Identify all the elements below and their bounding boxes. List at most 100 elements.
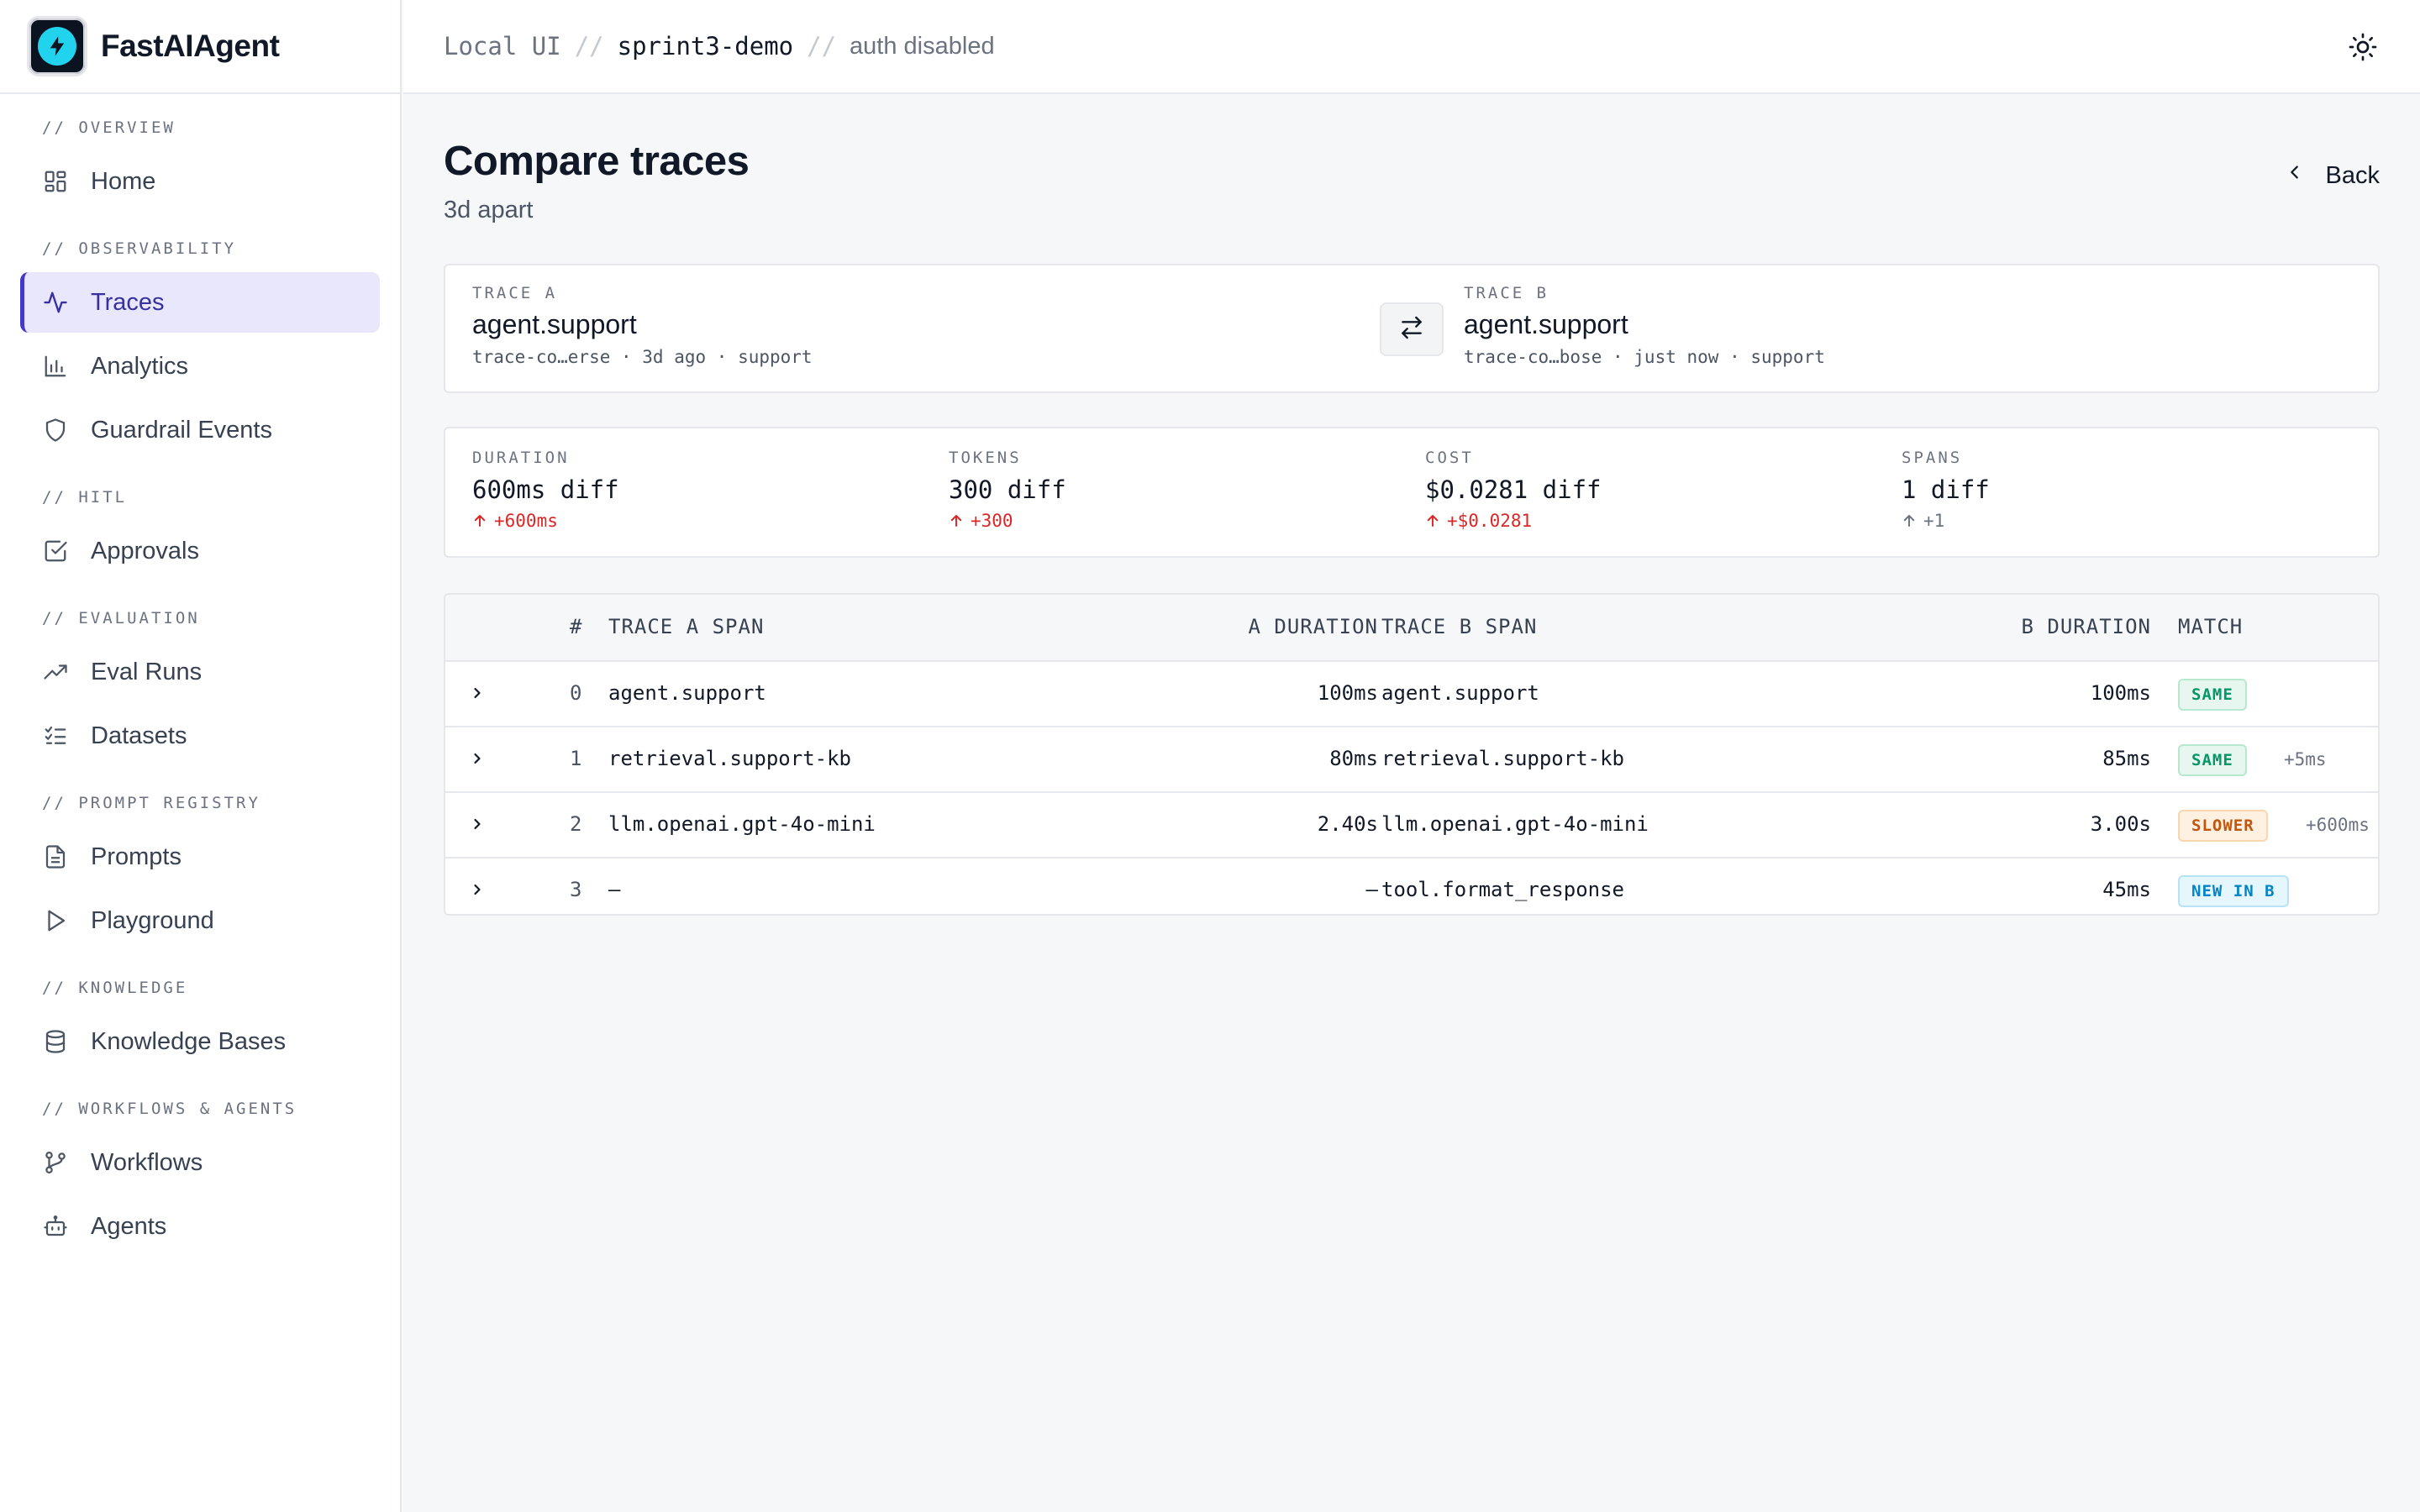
stat-delta-value: +$0.0281 <box>1447 511 1533 531</box>
column-header-b-duration[interactable]: B DURATION <box>2021 615 2151 638</box>
chevron-right-icon[interactable] <box>469 811 489 837</box>
nav-section-hitl: // HITL Approvals <box>20 486 380 581</box>
sidebar-item-prompts[interactable]: Prompts <box>20 827 380 887</box>
nav-section-label: // HITL <box>42 488 128 507</box>
nav-section-label: // OVERVIEW <box>42 118 176 137</box>
swap-traces-button[interactable] <box>1380 302 1444 356</box>
table-row[interactable]: 3 — — tool.format_response 45ms NEW IN B <box>445 858 2378 914</box>
brand[interactable]: FastAIAgent <box>0 0 400 94</box>
span-compare-table: # TRACE A SPAN A DURATION TRACE B SPAN B… <box>444 593 2380 916</box>
sidebar-item-knowledge-bases[interactable]: Knowledge Bases <box>20 1011 380 1072</box>
match-badge: NEW IN B <box>2178 875 2289 907</box>
chevron-right-icon[interactable] <box>469 680 489 706</box>
sidebar-item-guardrail-events[interactable]: Guardrail Events <box>20 400 380 460</box>
stat-delta-value: +1 <box>1923 511 1945 531</box>
a-duration: 100ms <box>1317 681 1378 705</box>
nav-section-label: // EVALUATION <box>42 609 200 627</box>
shield-icon <box>42 417 69 444</box>
sidebar-item-label: Workflows <box>91 1148 203 1176</box>
stat-delta-value: +300 <box>971 511 1013 531</box>
sidebar-item-playground[interactable]: Playground <box>20 890 380 951</box>
column-header-match[interactable]: MATCH <box>2178 615 2244 638</box>
trace-b-summary: TRACE B agent.support trace-co…bose · ju… <box>1464 284 1825 367</box>
b-duration: 85ms <box>2102 747 2151 770</box>
diff-stats-card: DURATION 600ms diff +600ms TOKENS 300 di… <box>444 427 2380 558</box>
trace-a-summary: TRACE A agent.support trace-co…erse · 3d… <box>472 284 813 367</box>
duration-diff: +5ms <box>2284 749 2327 769</box>
column-header-index: # <box>570 615 583 638</box>
trace-a-name[interactable]: agent.support <box>472 309 637 339</box>
span-index: 0 <box>570 681 582 705</box>
sidebar-item-label: Eval Runs <box>91 658 203 685</box>
app-logo <box>27 16 87 76</box>
stat-value: 600ms diff <box>472 475 619 504</box>
sidebar-item-analytics[interactable]: Analytics <box>20 336 380 396</box>
breadcrumb-project[interactable]: sprint3-demo <box>617 32 794 60</box>
sidebar-item-agents[interactable]: Agents <box>20 1196 380 1257</box>
nav-section-label: // KNOWLEDGE <box>42 979 188 997</box>
auth-status: auth disabled <box>850 32 995 60</box>
trending-up-icon <box>42 659 69 685</box>
span-index: 3 <box>570 878 582 901</box>
stat-delta: +1 <box>1902 511 1990 531</box>
chevron-left-icon <box>2286 161 2304 190</box>
bot-icon <box>42 1213 69 1240</box>
trace-a-span-name: retrieval.support-kb <box>608 747 851 770</box>
stat-value: 1 diff <box>1902 475 1990 504</box>
column-header-a-duration[interactable]: A DURATION <box>1248 615 1378 638</box>
back-button[interactable]: Back <box>2286 161 2380 190</box>
chevron-right-icon[interactable] <box>469 877 489 902</box>
column-header-trace-a-span[interactable]: TRACE A SPAN <box>608 615 765 638</box>
b-duration: 100ms <box>2090 681 2151 705</box>
sidebar-item-eval-runs[interactable]: Eval Runs <box>20 642 380 702</box>
app-name: FastAIAgent <box>101 29 280 63</box>
sidebar-item-label: Traces <box>91 288 165 316</box>
sidebar-item-datasets[interactable]: Datasets <box>20 706 380 766</box>
a-duration: 80ms <box>1329 747 1378 770</box>
sidebar-item-approvals[interactable]: Approvals <box>20 521 380 581</box>
activity-icon <box>42 289 69 316</box>
sidebar-nav: // OVERVIEW Home // OBSERVABILITY Traces <box>0 94 400 1257</box>
sun-icon[interactable] <box>2348 32 2378 62</box>
table-row[interactable]: 2 llm.openai.gpt-4o-mini 2.40s llm.opena… <box>445 793 2378 858</box>
sidebar-item-label: Datasets <box>91 722 187 749</box>
arrow-up-icon <box>950 515 962 527</box>
breadcrumb-local-ui[interactable]: Local UI <box>444 32 561 60</box>
sidebar: FastAIAgent // OVERVIEW Home // OBSERVAB… <box>0 0 402 1512</box>
span-index: 2 <box>570 812 582 836</box>
sidebar-item-label: Analytics <box>91 352 189 380</box>
trace-b-span-name: retrieval.support-kb <box>1381 747 1624 770</box>
nav-section-workflows-agents: // WORKFLOWS & AGENTS Workflows Agents <box>20 1097 380 1257</box>
nav-section-label: // OBSERVABILITY <box>42 239 237 258</box>
b-duration: 45ms <box>2102 878 2151 901</box>
sidebar-item-label: Prompts <box>91 843 182 870</box>
sidebar-item-workflows[interactable]: Workflows <box>20 1132 380 1193</box>
sidebar-item-home[interactable]: Home <box>20 151 380 212</box>
file-text-icon <box>42 843 69 870</box>
stat-delta: +$0.0281 <box>1425 511 1602 531</box>
trace-b-meta: trace-co…bose · just now · support <box>1464 347 1825 367</box>
breadcrumb-separator: // <box>574 32 604 60</box>
duration-diff: +600ms <box>2306 815 2370 835</box>
sidebar-item-traces[interactable]: Traces <box>20 272 380 333</box>
chevron-right-icon[interactable] <box>469 746 489 771</box>
stat-tokens: TOKENS 300 diff +300 <box>949 449 1066 531</box>
stat-label: SPANS <box>1902 449 1963 467</box>
column-header-trace-b-span[interactable]: TRACE B SPAN <box>1381 615 1538 638</box>
topbar: Local UI // sprint3-demo // auth disable… <box>403 0 2420 94</box>
trace-a-span-name: agent.support <box>608 681 766 705</box>
table-row[interactable]: 0 agent.support 100ms agent.support 100m… <box>445 662 2378 727</box>
a-duration: — <box>1365 878 1378 901</box>
play-icon <box>42 907 69 934</box>
stat-label: TOKENS <box>949 449 1022 467</box>
grid-icon <box>42 168 69 195</box>
stat-cost: COST $0.0281 diff +$0.0281 <box>1425 449 1602 531</box>
stat-delta: +300 <box>949 511 1066 531</box>
sidebar-item-label: Agents <box>91 1212 167 1240</box>
trace-b-span-name: tool.format_response <box>1381 878 1624 901</box>
nav-section-prompt-registry: // PROMPT REGISTRY Prompts Playground <box>20 791 380 951</box>
trace-b-name[interactable]: agent.support <box>1464 309 1628 339</box>
match-badge: SAME <box>2178 744 2247 776</box>
table-row[interactable]: 1 retrieval.support-kb 80ms retrieval.su… <box>445 727 2378 793</box>
git-branch-icon <box>42 1149 69 1176</box>
